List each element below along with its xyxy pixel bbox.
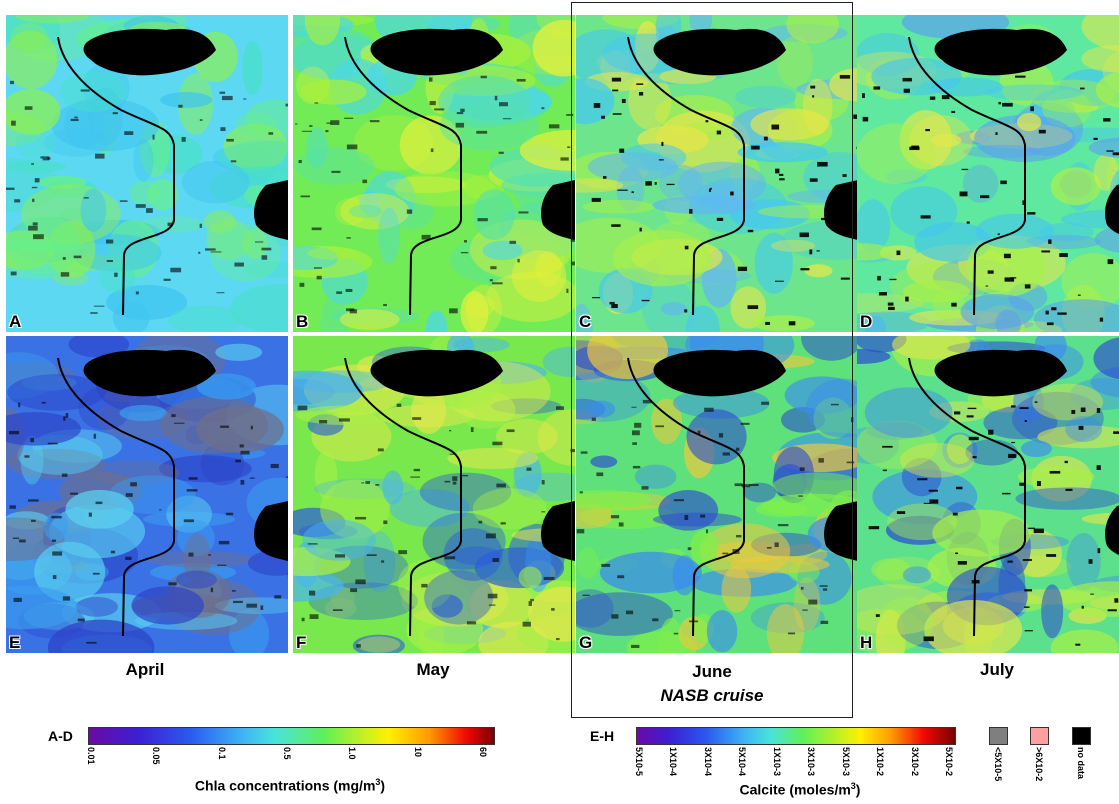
- coastline-landmass: [824, 180, 858, 240]
- map-panel-d: D: [857, 15, 1119, 332]
- cruise-track-line: [344, 36, 462, 316]
- calcite-colorbar-title: Calcite (moles/m3): [739, 781, 861, 798]
- legend-swatch: [1072, 727, 1091, 745]
- colorbar-tick-label: 5X10-3: [840, 747, 851, 777]
- chla-colorbar-title: Chla concentrations (mg/m3): [194, 777, 386, 794]
- satellite-map: [6, 336, 288, 653]
- colorbar-tick-label: 0.5: [282, 747, 292, 760]
- coastline-landmass: [1105, 505, 1119, 556]
- colorbar-tick-label: 3X10-4: [702, 747, 713, 777]
- month-label-may: May: [416, 660, 450, 679]
- cruise-track-line: [57, 36, 175, 316]
- panel-letter: H: [860, 633, 873, 652]
- coastline-landmass: [254, 180, 288, 240]
- legend-swatch: [1030, 727, 1049, 745]
- cruise-track-line: [627, 36, 745, 316]
- map-panel-a: A: [6, 15, 288, 332]
- map-panel-e: E: [6, 336, 288, 653]
- satellite-map: [576, 15, 858, 332]
- month-label-april: April: [125, 660, 165, 679]
- iceland-landmass: [83, 349, 217, 397]
- map-panel-f: F: [293, 336, 575, 653]
- coastline-landmass: [1105, 184, 1119, 235]
- map-panel-c: C: [576, 15, 858, 332]
- chla-colorbar-tag: A-D: [48, 728, 73, 744]
- panel-letter: B: [296, 312, 309, 331]
- satellite-map: [857, 15, 1119, 332]
- satellite-map: [293, 336, 575, 653]
- iceland-landmass: [934, 28, 1067, 76]
- cruise-track-line: [908, 357, 1026, 637]
- coastline-landmass: [824, 501, 858, 561]
- month-label-june: June: [692, 662, 732, 681]
- colorbar-tick-label: 1X10-3: [771, 747, 782, 777]
- colorbar-tick-label: 3X10-3: [806, 747, 817, 777]
- iceland-landmass: [370, 349, 503, 397]
- colorbar-tick-label: 5X10-5: [634, 747, 644, 777]
- iceland-landmass: [83, 28, 217, 76]
- colorbar-tick-label: 0.01: [86, 747, 96, 765]
- cruise-track-line: [627, 357, 745, 637]
- iceland-landmass: [934, 349, 1067, 397]
- legend-swatch-label: no data: [1076, 747, 1086, 780]
- legend-swatch-label: >6X10-2: [1034, 747, 1044, 782]
- panel-letter: A: [9, 312, 22, 331]
- colorbar-tick-label: 5X10-4: [737, 747, 748, 777]
- colorbar-tick-label: 60: [478, 747, 488, 758]
- map-panel-g: G: [576, 336, 858, 653]
- panel-letter: E: [9, 633, 21, 652]
- colorbar-tick-label: 1.0: [347, 747, 358, 760]
- calcite-colorbar-tag: E-H: [590, 728, 615, 744]
- panel-letter: G: [579, 633, 593, 652]
- colorbar-tick-label: 5X10-2: [944, 747, 954, 777]
- cruise-track-line: [908, 36, 1026, 316]
- colorbar-tick-label: 1X10-2: [875, 747, 886, 777]
- satellite-map: [6, 15, 288, 332]
- map-panel-h: H: [857, 336, 1119, 653]
- cruise-label: NASB cruise: [660, 686, 764, 705]
- month-label-july: July: [979, 660, 1015, 679]
- panel-letter: C: [579, 312, 592, 331]
- coastline-landmass: [541, 180, 575, 240]
- panel-letter: D: [860, 312, 873, 331]
- satellite-map: [293, 15, 575, 332]
- june-highlight-frame: [571, 2, 853, 718]
- cruise-track-line: [57, 357, 175, 637]
- panel-letter: F: [296, 633, 307, 652]
- chla-colorbar: [88, 727, 495, 745]
- iceland-landmass: [653, 349, 786, 397]
- iceland-landmass: [653, 28, 786, 76]
- satellite-map: [857, 336, 1119, 653]
- colorbar-tick-label: 0.05: [151, 747, 162, 765]
- coastline-landmass: [541, 501, 575, 561]
- satellite-map: [576, 336, 858, 653]
- legend-swatch-label: <5X10-5: [993, 747, 1003, 782]
- calcite-colorbar: [636, 727, 956, 745]
- legend-swatch: [989, 727, 1008, 745]
- coastline-landmass: [254, 501, 288, 561]
- colorbar-tick-label: 1X10-4: [668, 747, 679, 777]
- colorbar-tick-label: 0.1: [216, 747, 227, 760]
- colorbar-tick-label: 3X10-2: [909, 747, 920, 777]
- map-panel-b: B: [293, 15, 575, 332]
- cruise-track-line: [344, 357, 462, 637]
- colorbar-tick-label: 10: [412, 747, 423, 758]
- iceland-landmass: [370, 28, 503, 76]
